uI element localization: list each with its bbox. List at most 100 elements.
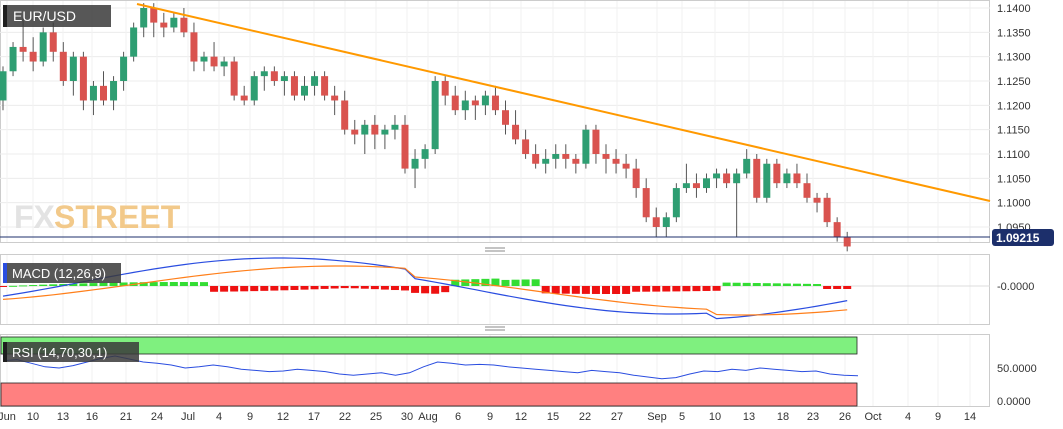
macd-bar — [461, 279, 470, 286]
y-tick-label: 1.1300 — [997, 52, 1031, 64]
macd-bar — [79, 283, 88, 286]
candle — [823, 192, 831, 227]
macd-signal-line — [2, 265, 848, 316]
macd-bar — [179, 282, 188, 286]
y-tick-label: 1.1400 — [997, 3, 1031, 15]
candle — [260, 66, 268, 91]
candle — [130, 22, 138, 62]
candle — [743, 149, 751, 179]
candle — [29, 37, 37, 72]
macd-bar — [551, 286, 560, 294]
symbol-box — [3, 5, 111, 27]
candle — [441, 76, 449, 106]
candle — [542, 149, 550, 174]
candle — [592, 124, 600, 164]
rsi-panel-frame — [0, 334, 990, 407]
x-tick-label: 14 — [964, 411, 976, 423]
macd-resize-handle[interactable] — [485, 247, 505, 252]
macd-bar — [119, 282, 128, 286]
candle — [9, 42, 17, 77]
macd-label-accent — [3, 263, 7, 283]
candle — [582, 124, 590, 169]
rsi-resize-handle[interactable] — [485, 326, 505, 331]
candle — [733, 168, 741, 237]
candle — [562, 144, 570, 169]
macd-bar — [250, 286, 259, 292]
macd-label: MACD (12,26,9) — [12, 266, 106, 281]
macd-bar — [591, 286, 600, 294]
current-price-value: 1.09215 — [996, 231, 1040, 245]
y-tick-label: 1.1200 — [997, 100, 1031, 112]
macd-bar — [792, 283, 801, 286]
macd-bar — [491, 278, 500, 286]
x-tick-label: 12 — [277, 411, 289, 423]
macd-bar — [59, 283, 68, 286]
macd-bar — [742, 282, 751, 286]
macd-bar — [672, 286, 681, 292]
macd-bar — [220, 286, 229, 292]
macd-bar — [632, 286, 641, 292]
macd-label-box — [3, 263, 121, 283]
candle — [783, 168, 791, 189]
macd-bar — [662, 286, 671, 292]
macd-bar — [732, 282, 741, 286]
macd-bar — [0, 286, 7, 287]
macd-bar — [240, 286, 249, 292]
candle — [532, 144, 540, 169]
rsi-label: RSI (14,70,30,1) — [12, 345, 107, 360]
macd-bar — [29, 285, 38, 287]
x-tick-label: 13 — [57, 411, 69, 423]
macd-panel-frame — [0, 254, 990, 325]
macd-bar — [501, 279, 510, 286]
macd-bar — [340, 286, 349, 289]
macd-bar — [581, 286, 590, 294]
candle — [522, 129, 530, 159]
symbol-accent — [3, 5, 7, 27]
macd-bar — [19, 285, 28, 287]
macd-bar — [300, 286, 309, 290]
candle — [301, 76, 308, 101]
candle — [512, 110, 520, 145]
candle — [723, 168, 731, 189]
rsi-line — [2, 355, 859, 380]
candle — [843, 231, 851, 252]
macd-bar — [280, 286, 289, 291]
macd-bar — [169, 282, 178, 286]
rsi-overbought-zone — [0, 336, 858, 355]
macd-bar — [360, 286, 369, 289]
candle — [230, 56, 238, 101]
macd-bar — [189, 282, 198, 286]
candle — [160, 12, 168, 38]
price-panel-frame — [0, 0, 990, 243]
candle — [311, 71, 319, 96]
x-tick-label: 23 — [807, 411, 819, 423]
macd-bar — [310, 286, 319, 290]
macd-bar — [320, 286, 329, 289]
candle — [572, 154, 580, 174]
candle — [120, 51, 128, 91]
candle — [471, 95, 479, 120]
candle — [49, 22, 57, 62]
macd-bar — [762, 283, 771, 286]
candle — [803, 173, 811, 203]
candle — [290, 71, 298, 101]
candle — [481, 90, 489, 116]
candle — [250, 71, 258, 106]
x-tick-label: 4 — [905, 411, 911, 423]
candle — [602, 144, 610, 174]
x-tick-label: 27 — [611, 411, 623, 423]
x-tick-label: 26 — [839, 411, 851, 423]
x-tick-label: 9 — [487, 411, 493, 423]
candle — [833, 217, 841, 242]
candle — [451, 85, 459, 116]
candle — [0, 66, 7, 111]
x-tick-label: 24 — [151, 411, 163, 423]
candle — [361, 119, 369, 154]
macd-bar — [431, 286, 440, 294]
macd-bar — [541, 286, 550, 294]
candle — [381, 124, 389, 150]
candle — [411, 149, 419, 189]
candle — [79, 51, 87, 111]
x-tick-label: 16 — [86, 411, 98, 423]
macd-bar — [712, 286, 721, 291]
